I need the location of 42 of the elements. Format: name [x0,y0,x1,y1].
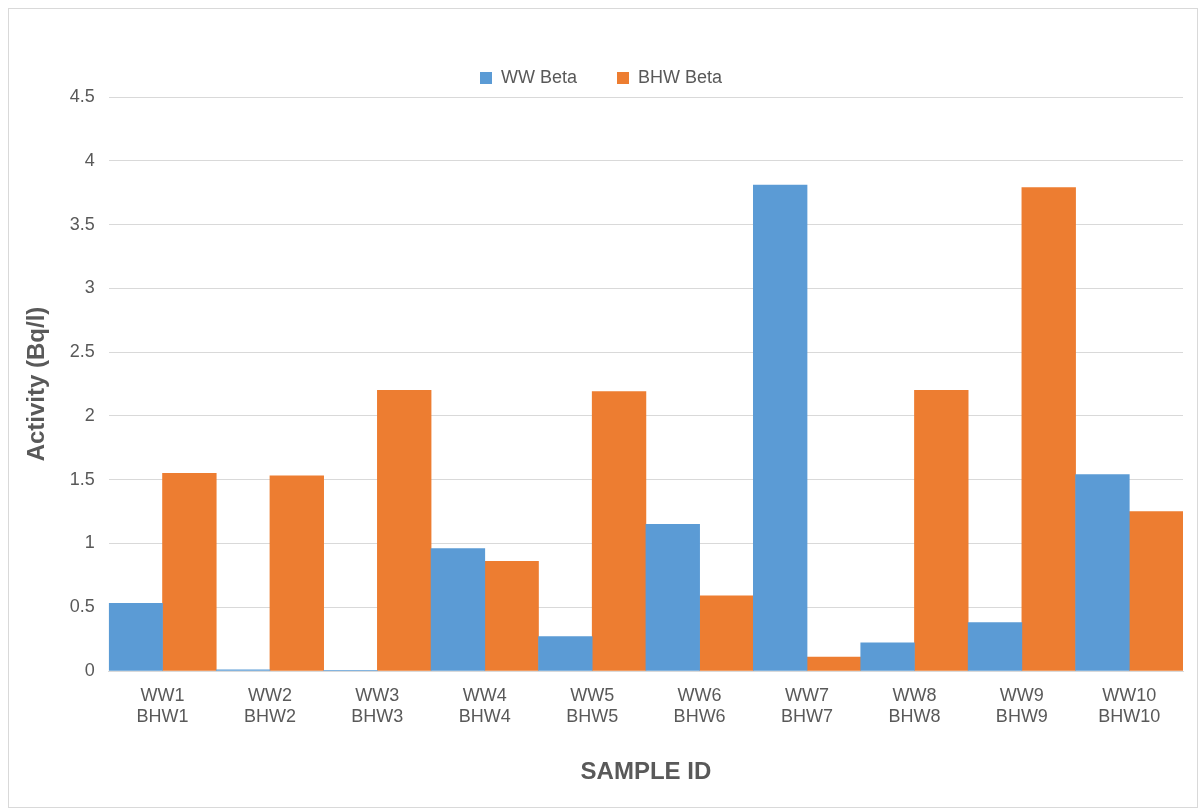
legend-label: WW Beta [500,66,578,87]
bar [484,560,539,671]
x-tick-label: WW5 BHW5 [566,684,619,727]
bar [1021,187,1076,671]
bar [967,622,1023,671]
bar [753,184,808,671]
y-tick-label: 0 [84,659,95,680]
bar [1128,511,1183,671]
y-tick-label: 2.5 [69,341,95,362]
y-tick-label: 3 [84,277,95,298]
bar [108,603,163,671]
y-tick-label: 4 [84,149,95,170]
bar [806,656,862,671]
bar [538,636,593,671]
bar [645,523,700,671]
bar [269,475,324,671]
bar [430,548,486,671]
x-tick-label: WW2 BHW2 [243,684,296,727]
bar [162,472,217,671]
x-tick-label: WW8 BHW8 [888,684,941,727]
y-tick-label: 1 [84,532,95,553]
x-tick-label: WW7 BHW7 [781,684,834,727]
x-axis-title: SAMPLE ID [580,757,712,785]
y-tick-label: 4.5 [69,85,95,106]
x-tick-label: WW10 BHW10 [1098,684,1161,727]
y-tick-label: 0.5 [69,596,95,617]
x-tick-label: WW4 BHW4 [458,684,511,727]
legend-label: BHW Beta [637,66,723,87]
y-tick-label: 2 [84,404,95,425]
y-tick-label: 1.5 [69,468,95,489]
x-tick-label: WW9 BHW9 [995,684,1048,727]
bar [699,595,754,671]
bar [1075,474,1130,671]
x-tick-label: WW3 BHW3 [351,684,404,727]
bar [914,390,969,671]
bar [377,390,432,671]
y-axis-title: Activity (Bq/l) [22,306,50,462]
bar [860,642,915,671]
x-tick-label: WW6 BHW6 [673,684,726,727]
bar [591,391,647,671]
y-tick-label: 3.5 [69,213,95,234]
x-tick-label: WW1 BHW1 [136,684,189,727]
